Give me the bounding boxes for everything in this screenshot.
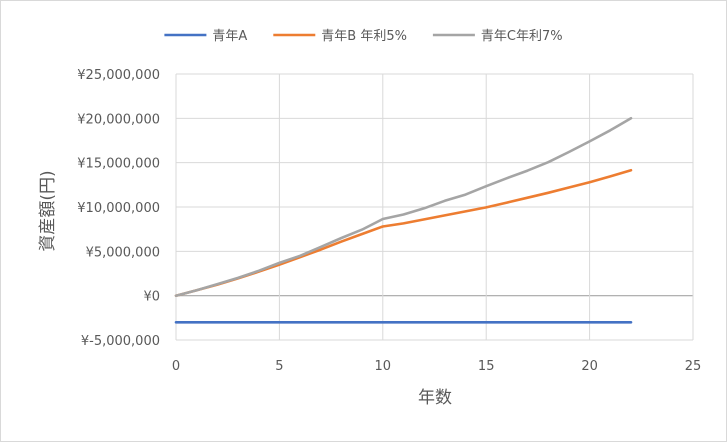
legend: 青年A 青年B 年利5% 青年C年利7% bbox=[164, 29, 563, 44]
grid bbox=[175, 73, 694, 341]
x-tick-label: 25 bbox=[685, 359, 702, 374]
legend-item-1: 青年A bbox=[164, 29, 247, 44]
y-tick-label: ¥15,000,000 bbox=[77, 157, 160, 172]
series-line-3 bbox=[174, 117, 633, 298]
y-axis-label: 資産額(円) bbox=[38, 170, 58, 251]
x-tick-label: 15 bbox=[478, 359, 495, 374]
x-tick-label: 0 bbox=[172, 359, 180, 374]
x-tick-label: 10 bbox=[375, 359, 392, 374]
legend-label: 青年C年利7% bbox=[481, 29, 563, 44]
y-tick-label: ¥5,000,000 bbox=[86, 245, 160, 260]
y-axis-ticks: ¥25,000,000 ¥20,000,000 ¥15,000,000 ¥10,000… bbox=[77, 68, 160, 349]
y-tick-label: ¥25,000,000 bbox=[77, 68, 160, 83]
x-tick-label: 20 bbox=[581, 359, 598, 374]
legend-label: 青年B 年利5% bbox=[321, 29, 407, 44]
legend-item-3: 青年C年利7% bbox=[432, 29, 563, 44]
series-lines bbox=[174, 117, 633, 324]
y-tick-label: ¥0 bbox=[143, 290, 160, 305]
legend-item-2: 青年B 年利5% bbox=[273, 29, 407, 44]
x-axis-ticks: 0 5 10 15 20 25 bbox=[172, 359, 701, 374]
x-axis-label: 年数 bbox=[418, 388, 452, 408]
y-tick-label: ¥-5,000,000 bbox=[81, 334, 160, 349]
y-tick-label: ¥10,000,000 bbox=[77, 201, 160, 216]
y-tick-label: ¥20,000,000 bbox=[77, 112, 160, 127]
legend-label: 青年A bbox=[212, 29, 247, 44]
x-tick-label: 5 bbox=[275, 359, 283, 374]
